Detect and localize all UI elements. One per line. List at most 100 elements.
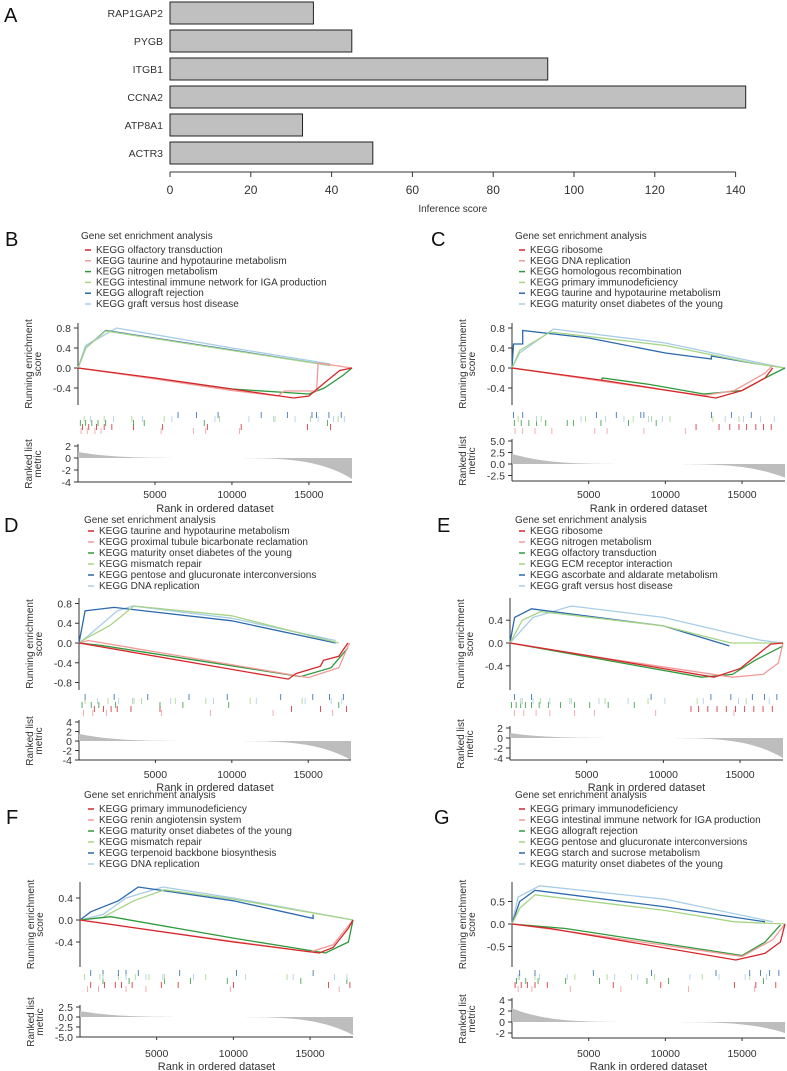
legend-entry: KEGG intestinal immune network for IGA p… bbox=[530, 815, 761, 826]
legend-title: Gene set enrichment analysis bbox=[515, 515, 647, 526]
panel-label: A bbox=[4, 5, 18, 27]
legend-entry: KEGG ribosome bbox=[530, 526, 603, 537]
legend-entry: KEGG ribosome bbox=[530, 245, 603, 256]
bar-ccna2 bbox=[169, 85, 747, 109]
panel-label: G bbox=[434, 807, 450, 829]
es-curve bbox=[77, 330, 331, 369]
es-tick-label: 0.0 bbox=[488, 638, 503, 650]
x-tick-label: 0 bbox=[167, 183, 174, 197]
metric-axis-title: metric bbox=[465, 730, 476, 757]
metric-axis-title: metric bbox=[35, 1008, 46, 1035]
legend-title: Gene set enrichment analysis bbox=[84, 790, 216, 801]
legend-entry: KEGG renin angiotensin system bbox=[99, 815, 241, 826]
x-axis-title: Rank in ordered dataset bbox=[156, 782, 273, 794]
es-curve bbox=[79, 916, 354, 954]
x-tick-label: 5000 bbox=[575, 769, 599, 781]
legend-entry: KEGG ascorbate and aldarate metabolism bbox=[530, 570, 718, 581]
es-curve bbox=[78, 639, 351, 679]
metric-axis-title: Ranked list bbox=[456, 719, 467, 769]
es-tick-label: 0.8 bbox=[56, 323, 71, 335]
x-tick-label: 5000 bbox=[577, 1048, 601, 1060]
es-curve bbox=[511, 365, 774, 397]
es-tick-label: 0.4 bbox=[490, 343, 505, 355]
panel-g: G Gene set enrichment analysis KEGG primar… bbox=[434, 790, 786, 1071]
es-tick-label: -0.4 bbox=[487, 383, 505, 395]
es-curve bbox=[509, 642, 784, 678]
es-curve bbox=[511, 328, 786, 369]
legend-entry: KEGG pentose and glucuronate interconver… bbox=[530, 837, 747, 848]
es-axis-title: score bbox=[34, 631, 45, 656]
metric-tick-label: 2.5 bbox=[490, 448, 505, 460]
es-tick-label: 0.0 bbox=[490, 919, 505, 931]
metric-tick-label: 4 bbox=[66, 717, 72, 729]
legend-entry: KEGG taurine and hypotaurine metabolism bbox=[99, 526, 290, 537]
es-curve bbox=[509, 608, 730, 647]
es-axis-title: Running enrichment bbox=[24, 319, 35, 409]
legend-entry: KEGG graft versus host disease bbox=[96, 299, 239, 310]
es-axis-title: score bbox=[467, 351, 478, 376]
legend-entry: KEGG mismatch repair bbox=[99, 837, 202, 848]
es-curve bbox=[79, 886, 354, 921]
metric-tick-label: 0 bbox=[66, 736, 72, 748]
legend-entry: KEGG taurine and hypotaurine metabolism bbox=[96, 256, 287, 267]
x-tick-label: 15000 bbox=[295, 1048, 324, 1060]
metric-axis-title: Ranked list bbox=[458, 994, 469, 1044]
x-tick-label: 10000 bbox=[217, 769, 246, 781]
category-label: CCNA2 bbox=[127, 92, 163, 104]
metric-tick-label: -2 bbox=[496, 1028, 505, 1040]
legend-entry: KEGG olfactory transduction bbox=[96, 245, 223, 256]
panel-c: C Gene set enrichment analysis KEGG riboso… bbox=[431, 229, 786, 515]
metric-axis-title: Ranked list bbox=[25, 716, 36, 766]
legend-entry: KEGG nitrogen metabolism bbox=[96, 267, 218, 278]
category-label: RAP1GAP2 bbox=[108, 8, 164, 20]
ranked-metric-area bbox=[80, 1011, 353, 1035]
ranked-metric-area bbox=[512, 1008, 785, 1033]
legend-entry: KEGG mismatch repair bbox=[99, 559, 202, 570]
bar-actr3 bbox=[169, 141, 374, 165]
es-axis-title: score bbox=[465, 631, 476, 656]
metric-tick-label: 0 bbox=[497, 733, 503, 745]
metric-tick-label: 0.0 bbox=[58, 1012, 73, 1024]
x-axis-title: Rank in ordered dataset bbox=[588, 782, 705, 794]
es-curve bbox=[509, 610, 783, 644]
metric-axis-title: metric bbox=[467, 447, 478, 474]
metric-tick-label: -2 bbox=[62, 465, 71, 477]
metric-axis-title: metric bbox=[33, 450, 44, 477]
legend-entry: KEGG proximal tubule bicarbonate reclama… bbox=[99, 537, 308, 548]
legend-entry: KEGG primary immunodeficiency bbox=[530, 804, 678, 815]
legend-entry: KEGG maturity onset diabetes of the youn… bbox=[99, 826, 292, 837]
metric-tick-label: 0 bbox=[65, 453, 71, 465]
legend-entry: KEGG DNA replication bbox=[99, 859, 200, 870]
panel-label: E bbox=[437, 515, 450, 537]
es-axis-title: score bbox=[33, 351, 44, 376]
x-tick-label: 15000 bbox=[727, 489, 756, 501]
metric-axis-title: Ranked list bbox=[458, 436, 469, 486]
ranked-metric-area bbox=[510, 733, 783, 758]
es-axis-title: Running enrichment bbox=[458, 319, 469, 409]
legend-entry: KEGG maturity onset diabetes of the youn… bbox=[99, 548, 292, 559]
metric-axis-title: Ranked list bbox=[24, 439, 35, 489]
es-axis-title: Running enrichment bbox=[25, 599, 36, 689]
es-tick-label: 0.0 bbox=[58, 915, 73, 927]
legend-entry: KEGG ECM receptor interaction bbox=[530, 559, 672, 570]
es-curve bbox=[509, 642, 784, 678]
es-curve bbox=[77, 362, 353, 397]
panel-label: D bbox=[4, 515, 18, 537]
metric-axis-title: Ranked list bbox=[26, 997, 37, 1047]
ranked-metric-area bbox=[78, 452, 352, 479]
legend-entry: KEGG taurine and hypotaurine metabolism bbox=[530, 288, 721, 299]
legend-entry: KEGG intestinal immune network for IGA p… bbox=[96, 277, 327, 288]
x-axis-title: Rank in ordered dataset bbox=[156, 503, 273, 515]
x-tick-label: 5000 bbox=[143, 489, 167, 501]
es-tick-label: 0.5 bbox=[490, 897, 505, 909]
es-curve bbox=[78, 605, 339, 644]
x-tick-label: 15000 bbox=[725, 769, 754, 781]
legend-title: Gene set enrichment analysis bbox=[84, 515, 216, 526]
es-curve bbox=[509, 642, 784, 678]
panel-label: F bbox=[6, 807, 18, 829]
x-tick-label: 15000 bbox=[727, 1048, 756, 1060]
legend-entry: KEGG graft versus host disease bbox=[530, 581, 673, 592]
panel-f: F Gene set enrichment analysis KEGG primar… bbox=[6, 790, 354, 1071]
